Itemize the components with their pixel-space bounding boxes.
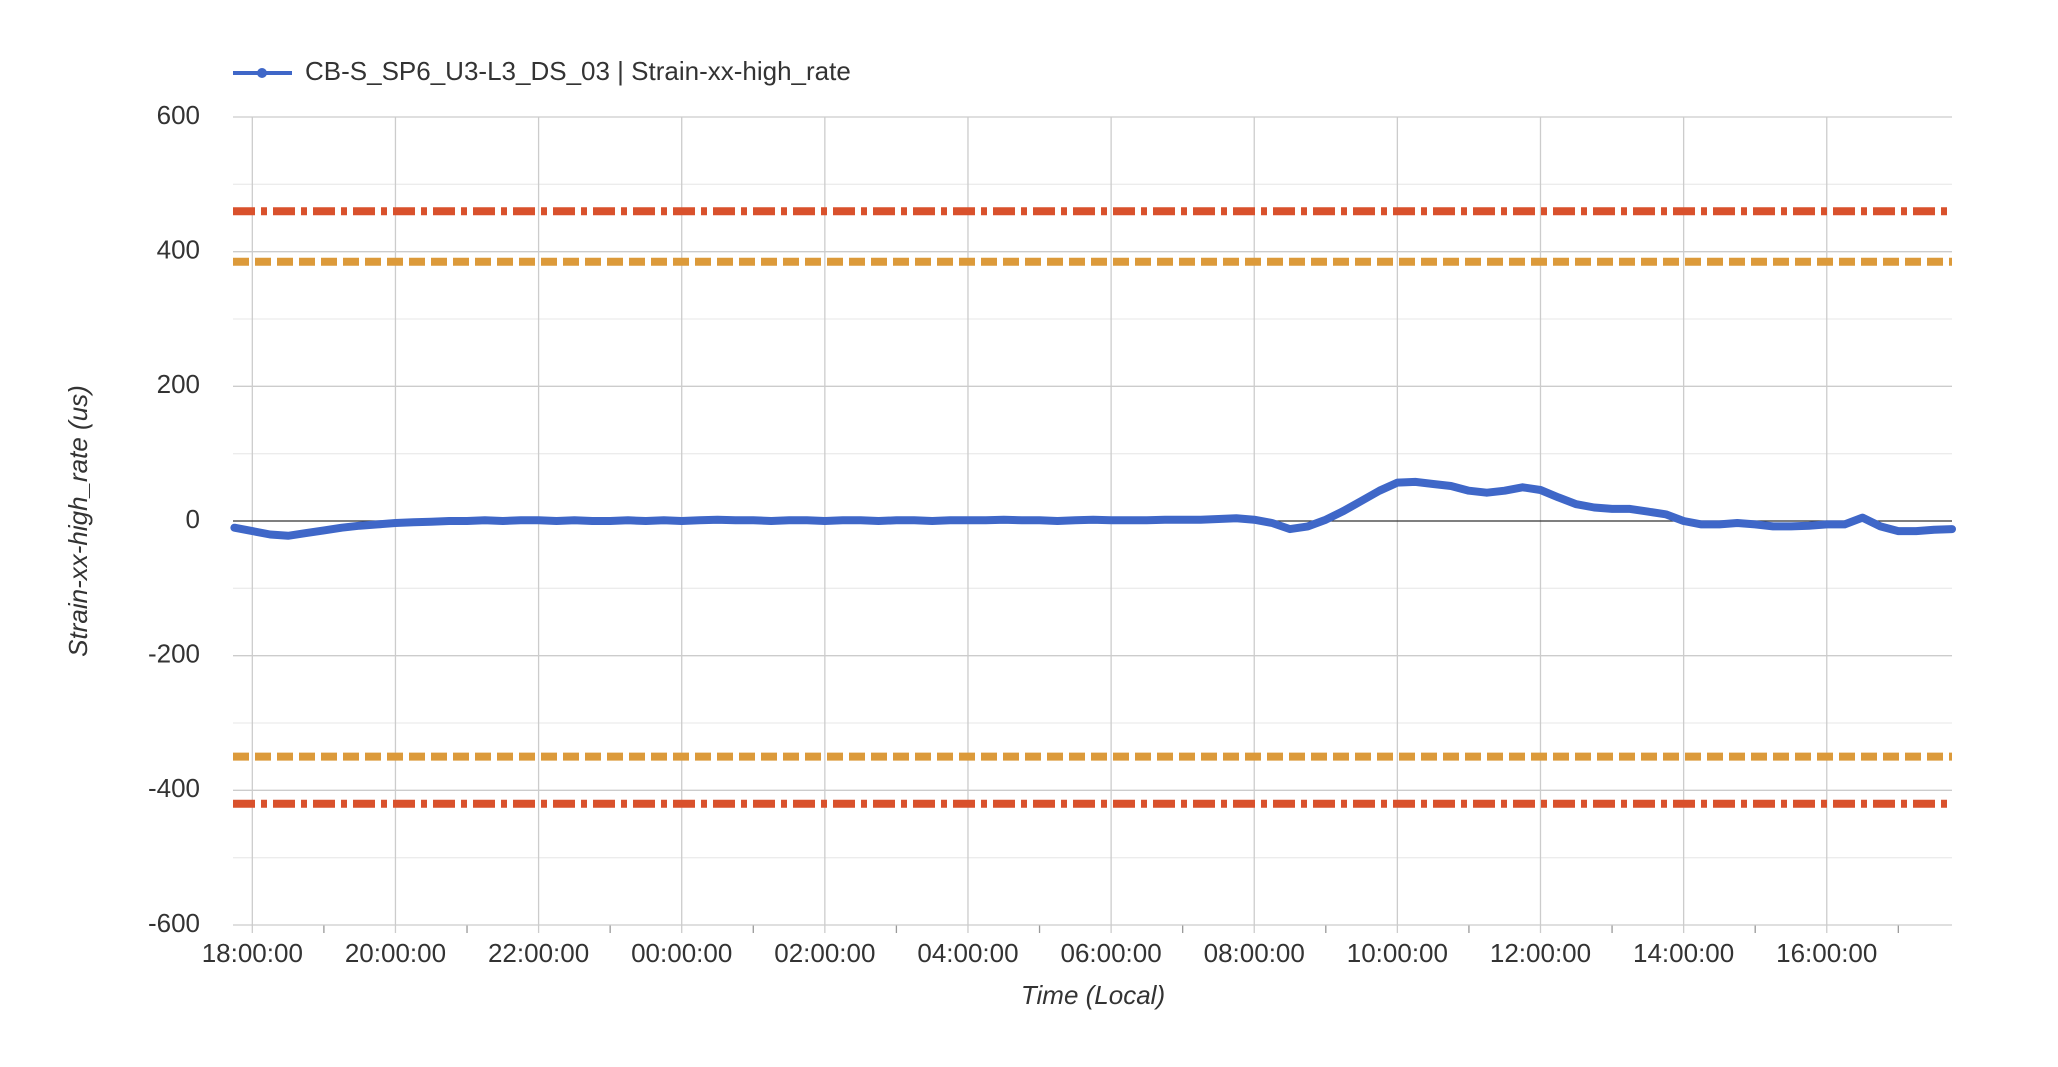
x-tick-label: 18:00:00 [202,938,303,968]
legend-marker [257,68,267,78]
x-tick-label: 04:00:00 [917,938,1018,968]
x-tick-label: 22:00:00 [488,938,589,968]
y-tick-label: 0 [186,504,200,534]
x-tick-label: 06:00:00 [1060,938,1161,968]
x-tick-label: 00:00:00 [631,938,732,968]
y-tick-label: 400 [157,235,200,265]
x-tick-label: 12:00:00 [1490,938,1591,968]
x-tick-label: 20:00:00 [345,938,446,968]
y-tick-label: -600 [148,908,200,938]
legend-label: CB-S_SP6_U3-L3_DS_03 | Strain-xx-high_ra… [305,56,851,86]
x-tick-label: 08:00:00 [1204,938,1305,968]
x-tick-label: 14:00:00 [1633,938,1734,968]
y-tick-label: -200 [148,639,200,669]
y-tick-label: 600 [157,100,200,130]
x-tick-label: 10:00:00 [1347,938,1448,968]
y-axis-title: Strain-xx-high_rate (us) [63,385,93,657]
x-tick-label: 02:00:00 [774,938,875,968]
data-line [230,477,1956,540]
y-tick-label: 200 [157,369,200,399]
x-axis-title: Time (Local) [1021,980,1165,1010]
x-tick-label: 16:00:00 [1776,938,1877,968]
y-tick-label: -400 [148,773,200,803]
